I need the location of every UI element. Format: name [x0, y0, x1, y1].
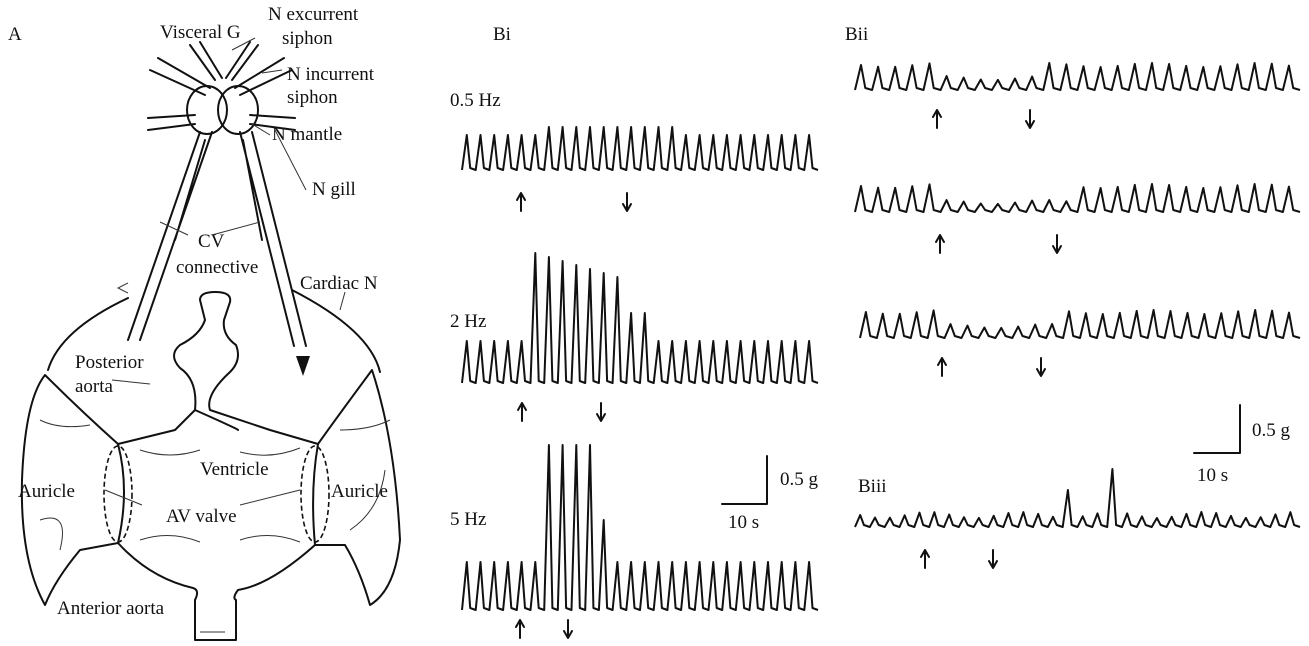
force-trace [461, 444, 819, 611]
panel-label: Bii [845, 24, 868, 45]
scale-time: 10 s [728, 512, 759, 533]
panel-label: Bi [493, 24, 511, 45]
stimulus-arrow [935, 234, 945, 254]
stimulus-arrow [920, 549, 930, 569]
annotation: Auricle [18, 481, 75, 502]
stimulus-arrow [563, 619, 573, 639]
panel-label: A [8, 24, 22, 45]
annotation: N excurrent [268, 4, 359, 25]
stimulus-arrow [517, 402, 527, 422]
annotation: Ventricle [200, 459, 269, 480]
annotation: siphon [287, 87, 338, 108]
stimulus-arrow [988, 549, 998, 569]
trace-label: 0.5 Hz [450, 90, 501, 111]
stimulus-arrow [937, 357, 947, 377]
arrowhead [296, 356, 310, 376]
stimulus-arrow [1036, 357, 1046, 377]
panel-label: Biii [858, 476, 887, 497]
trace-label: 2 Hz [450, 311, 486, 332]
force-trace [854, 183, 1301, 213]
annotation: Auricle [331, 481, 388, 502]
scale-force: 0.5 g [1252, 420, 1291, 441]
annotation: aorta [75, 376, 114, 397]
force-trace [854, 468, 1301, 528]
annotation: AV valve [166, 506, 237, 527]
force-trace [859, 309, 1301, 339]
annotation: siphon [282, 28, 333, 49]
stimulus-arrow [516, 192, 526, 212]
stimulus-arrow [596, 402, 606, 422]
scale-bars [721, 404, 1241, 505]
annotation: N incurrent [287, 64, 375, 85]
annotation: Cardiac N [300, 273, 378, 294]
scale-force: 0.5 g [780, 469, 819, 490]
annotation: N gill [312, 179, 356, 200]
annotation: Posterior [75, 352, 144, 373]
annotation: N mantle [272, 124, 342, 145]
annotation: Anterior aorta [57, 598, 165, 619]
stimulus-arrow [932, 109, 942, 129]
stimulus-arrow [1025, 109, 1035, 129]
stimulus-arrow [622, 192, 632, 212]
scale-time: 10 s [1197, 465, 1228, 486]
heart-diagram [20, 37, 401, 641]
force-trace [461, 252, 819, 384]
stimulus-arrow [515, 619, 525, 639]
annotation: Visceral G [160, 22, 241, 43]
force-trace [461, 126, 819, 171]
stimulus-arrow [1052, 234, 1062, 254]
force-trace [854, 62, 1301, 91]
annotation: connective [176, 257, 258, 278]
annotation: CV [198, 231, 225, 252]
trace-label: 5 Hz [450, 509, 486, 530]
